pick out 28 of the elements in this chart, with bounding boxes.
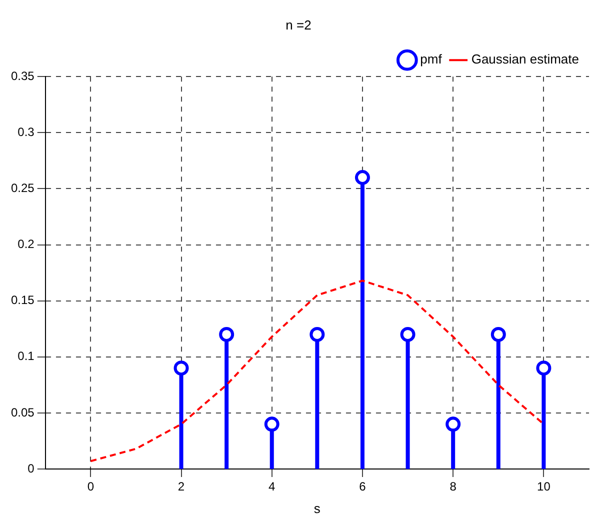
y-tick-label: 0: [28, 461, 35, 476]
point: [264, 416, 280, 432]
y-tick-label: 0.25: [10, 181, 35, 196]
x-tick-label: 10: [537, 480, 551, 494]
point: [446, 416, 461, 432]
x-tick-label: 6: [359, 480, 366, 494]
y-tick-label: 0.3: [18, 124, 35, 139]
point: [174, 360, 189, 376]
legend-label: pmf: [420, 52, 442, 67]
point: [219, 326, 234, 342]
line-series: [90, 280, 545, 462]
x-tick-label: 0: [87, 480, 94, 494]
point: [490, 326, 506, 342]
chart-title: n =2: [286, 17, 312, 32]
y-tick-label: 0.05: [10, 405, 35, 420]
x-tick-label: 2: [178, 480, 185, 494]
y-tick-label: 0.2: [18, 237, 35, 252]
point: [354, 170, 370, 186]
point: [536, 360, 552, 376]
point: [400, 326, 416, 342]
x-tick-label: 4: [268, 480, 276, 494]
x-axis-title: s: [314, 500, 321, 516]
y-tick-label: 0.1: [18, 349, 35, 364]
point: [310, 326, 325, 342]
y-tick-label: 0.35: [10, 68, 35, 83]
x-tick-label: 8: [450, 480, 457, 494]
y-tick-label: 0.15: [10, 293, 35, 308]
legend-label: Gaussian estimate: [471, 52, 580, 67]
